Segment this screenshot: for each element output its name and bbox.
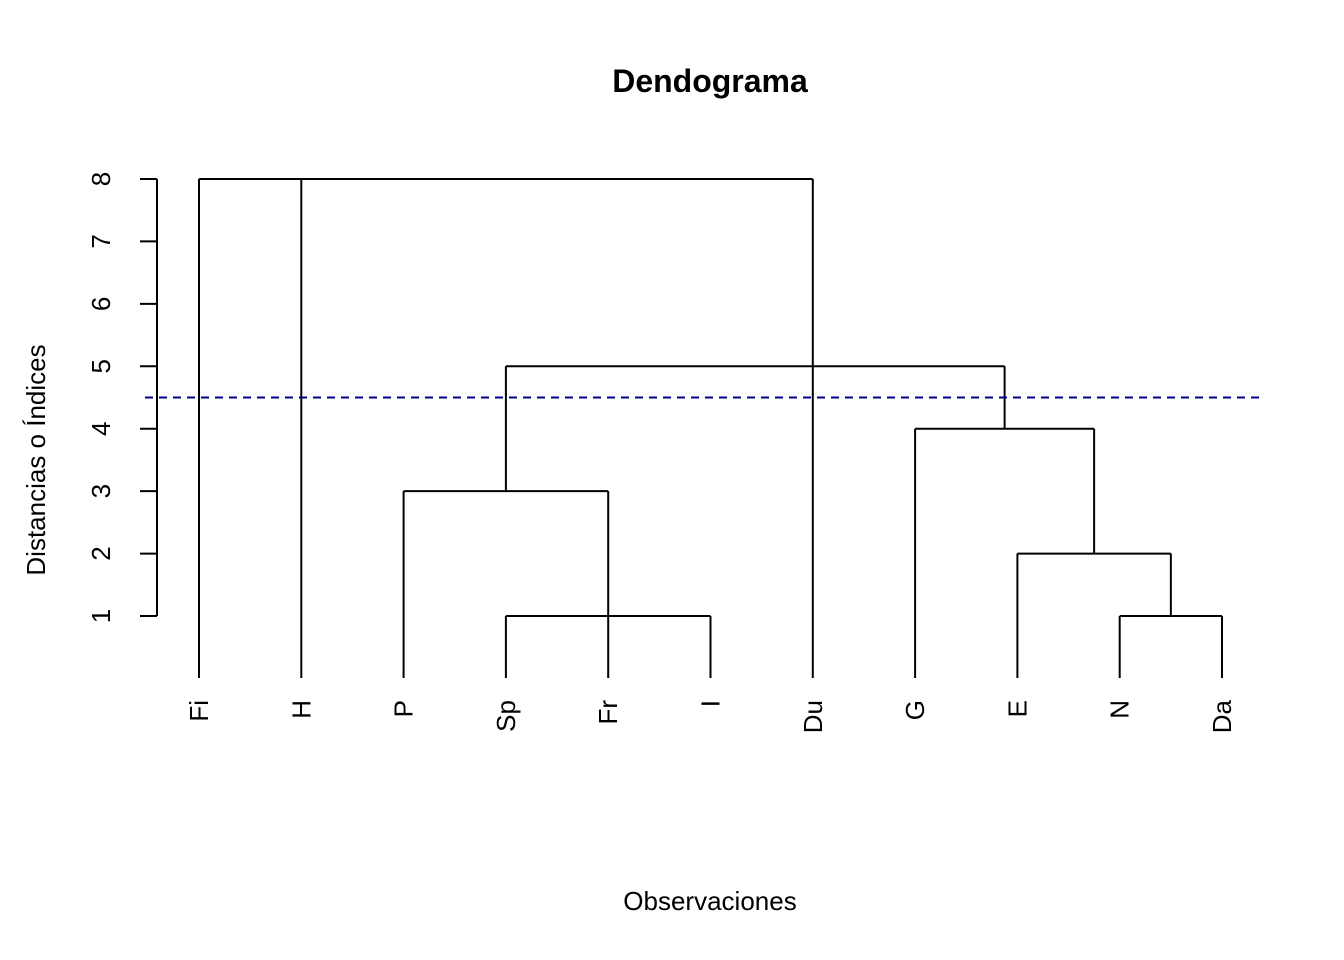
chart-title: Dendograma	[612, 63, 808, 99]
leaf-label: N	[1105, 700, 1135, 719]
y-tick-label: 6	[86, 297, 116, 311]
y-tick-label: 3	[86, 484, 116, 498]
leaf-label: Fr	[593, 700, 623, 725]
y-tick-label: 8	[86, 172, 116, 186]
y-tick-label: 2	[86, 546, 116, 560]
dendrogram-branches	[198, 177, 1223, 678]
y-axis-label: Distancias o Índices	[21, 344, 51, 575]
y-tick-label: 1	[86, 609, 116, 623]
leaf-label: I	[696, 700, 726, 707]
leaf-label: P	[389, 700, 419, 717]
leaf-label: E	[1002, 700, 1032, 717]
leaf-label: Sp	[491, 700, 521, 732]
y-axis: 1 2 3 4 5 6 7 8	[86, 172, 158, 623]
y-tick-label: 7	[86, 234, 116, 248]
leaf-label: Du	[798, 700, 828, 733]
leaf-label: Da	[1207, 699, 1237, 733]
leaf-label: Fi	[184, 700, 214, 722]
y-tick-label: 4	[86, 421, 116, 435]
x-axis-label: Observaciones	[623, 886, 796, 916]
leaf-label: G	[900, 700, 930, 720]
y-tick-label: 5	[86, 359, 116, 373]
leaf-labels: Fi H P Sp Fr I Du G E N Da	[184, 699, 1237, 733]
leaf-label: H	[286, 700, 316, 719]
